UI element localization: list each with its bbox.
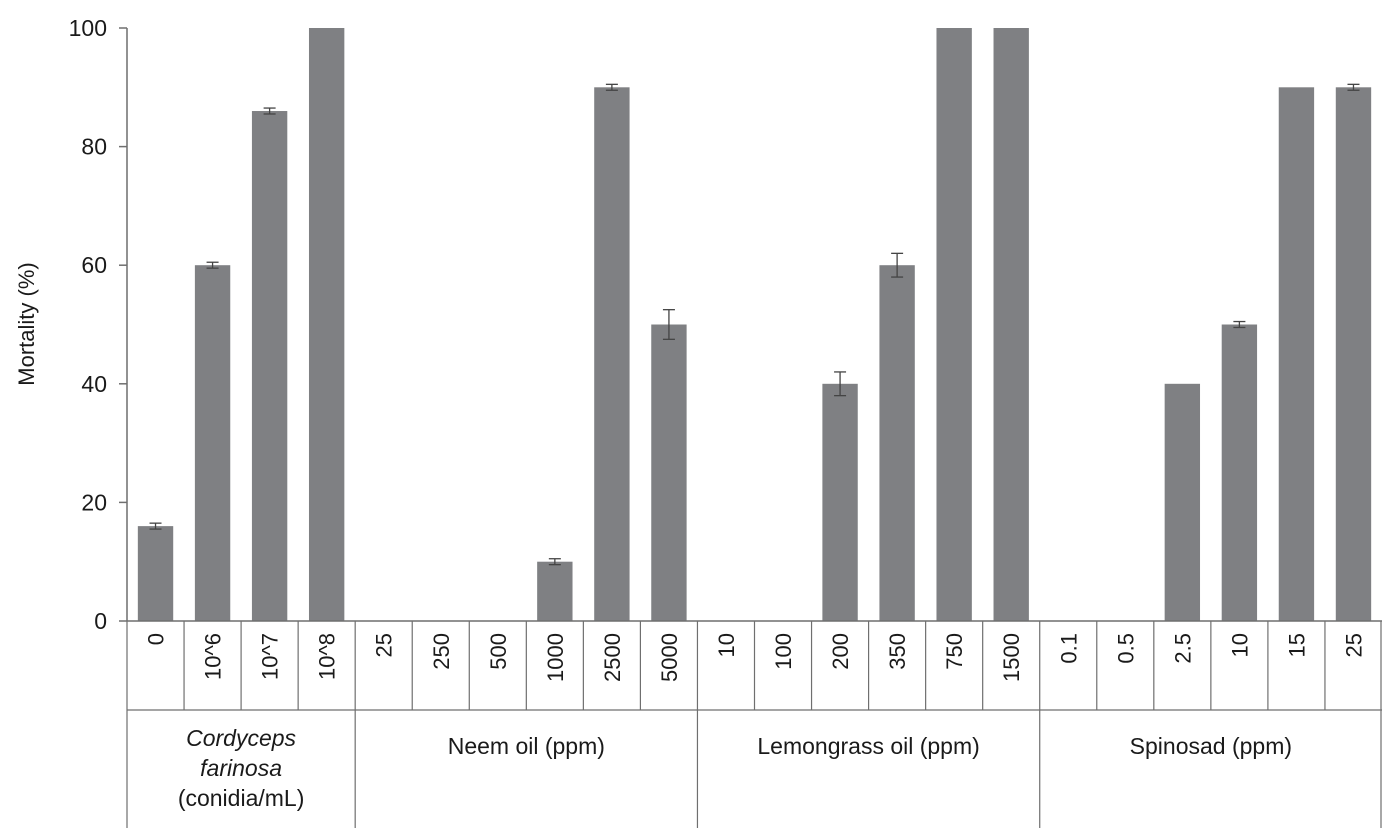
y-tick-label: 0 <box>94 608 107 634</box>
group-labels: Cordyceps farinosa (conidia/mL) Neem oil (p… <box>178 725 1292 811</box>
group-label: Neem oil (ppm) <box>448 733 605 759</box>
x-tick-label: 2500 <box>600 633 625 682</box>
x-tick-label: 750 <box>942 633 967 670</box>
x-tick-label: 1500 <box>999 633 1024 682</box>
bar <box>1221 324 1258 621</box>
y-tick-label: 20 <box>81 489 107 515</box>
x-tick-label: 10^7 <box>258 633 283 680</box>
bar <box>1335 87 1372 622</box>
bar <box>308 28 345 621</box>
x-tick-label: 10^6 <box>201 633 226 680</box>
x-tick-label: 200 <box>828 633 853 670</box>
group-label: Spinosad (ppm) <box>1130 733 1292 759</box>
x-tick-label: 15 <box>1284 633 1309 657</box>
bar <box>251 111 288 622</box>
bar <box>651 324 687 621</box>
error-bars <box>149 83 1360 566</box>
category-labels: 0 10^6 10^7 10^8 25 250 500 1000 2500 5000 10 100 20… <box>144 633 1367 682</box>
bar <box>1278 87 1315 622</box>
x-tick-label: 10^8 <box>315 633 340 680</box>
bar <box>1164 383 1201 621</box>
x-tick-label: 0 <box>144 633 169 645</box>
x-tick-label: 100 <box>771 633 796 670</box>
bar <box>537 561 573 621</box>
group-label: farinosa <box>200 755 282 781</box>
bar <box>822 383 858 621</box>
x-tick-label: 25 <box>372 633 397 657</box>
bar <box>879 265 915 621</box>
x-tick-label: 0.1 <box>1056 633 1081 664</box>
x-tick-label: 10 <box>1227 633 1252 657</box>
group-label: Cordyceps <box>186 725 296 751</box>
x-tick-label: 350 <box>885 633 910 670</box>
x-tick-label: 10 <box>714 633 739 657</box>
x-tick-label: 500 <box>486 633 511 670</box>
y-tick-label: 60 <box>81 252 107 278</box>
x-tick-label: 0.5 <box>1113 633 1138 664</box>
bar <box>137 526 174 621</box>
x-tick-label: 5000 <box>657 633 682 682</box>
bar <box>993 28 1029 621</box>
bar <box>194 265 231 621</box>
x-axis <box>126 620 1382 828</box>
y-tick-label: 40 <box>81 371 107 397</box>
x-tick-label: 2.5 <box>1170 633 1195 664</box>
x-tick-label: 250 <box>429 633 454 670</box>
group-label: Lemongrass oil (ppm) <box>757 733 979 759</box>
bar <box>936 28 972 621</box>
group-label: (conidia/mL) <box>178 785 305 811</box>
y-tick-label: 80 <box>81 134 107 160</box>
x-tick-label: 1000 <box>543 633 568 682</box>
bar <box>594 87 630 622</box>
y-tick-label: 100 <box>69 15 107 41</box>
bars <box>137 28 1372 622</box>
x-tick-label: 25 <box>1341 633 1366 657</box>
y-axis-label: Mortality (%) <box>14 262 39 385</box>
y-axis: 0 20 40 60 80 100 <box>69 15 128 634</box>
